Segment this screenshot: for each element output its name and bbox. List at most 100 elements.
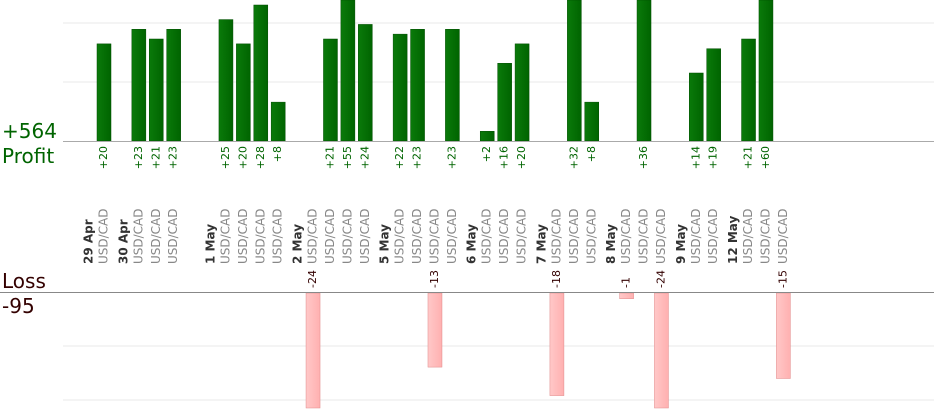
profit-value-label: +21 xyxy=(742,146,755,169)
profit-value-label: +2 xyxy=(480,146,493,162)
profit-bar xyxy=(410,29,425,142)
profit-bar xyxy=(445,29,460,142)
date-label: 12 May xyxy=(726,215,740,264)
profit-value-label: +24 xyxy=(358,146,371,169)
date-label: 29 Apr xyxy=(82,219,96,264)
profit-value-label: +20 xyxy=(97,146,110,169)
symbol-label: USD/CAD xyxy=(480,208,494,264)
profit-bar xyxy=(706,48,721,142)
profit-bar xyxy=(689,72,704,142)
profit-value-label: +8 xyxy=(271,146,284,162)
profit-value-label: +32 xyxy=(567,146,580,169)
symbol-label: USD/CAD xyxy=(427,208,441,264)
symbol-label: USD/CAD xyxy=(776,208,790,264)
symbol-label: USD/CAD xyxy=(758,208,772,264)
profit-value-label: +16 xyxy=(498,146,511,169)
profit-value-label: +23 xyxy=(445,146,458,169)
symbol-label: USD/CAD xyxy=(306,208,320,264)
symbol-label: USD/CAD xyxy=(497,208,511,264)
profit-value-label: +36 xyxy=(637,146,650,169)
date-label: 2 May xyxy=(291,224,305,264)
symbol-label: USD/CAD xyxy=(166,208,180,264)
profit-value-label: +20 xyxy=(236,146,249,169)
loss-bar xyxy=(549,292,565,396)
symbol-label: USD/CAD xyxy=(445,208,459,264)
profit-value-label: +22 xyxy=(393,146,406,169)
symbol-label: USD/CAD xyxy=(323,208,337,264)
profit-value-label: +23 xyxy=(167,146,180,169)
loss-value-label: -15 xyxy=(776,270,789,288)
profit-bar xyxy=(758,0,774,142)
profit-value-label: +23 xyxy=(411,146,424,169)
symbol-label: USD/CAD xyxy=(271,208,285,264)
profit-bar xyxy=(514,43,530,142)
profit-value-label: +60 xyxy=(759,146,772,169)
profit-value-label: +21 xyxy=(149,146,162,169)
symbol-label: USD/CAD xyxy=(393,208,407,264)
axis-lines xyxy=(0,141,934,293)
profit-value-label: +8 xyxy=(585,146,598,162)
symbol-label: USD/CAD xyxy=(567,208,581,264)
profit-bar xyxy=(236,43,251,142)
loss-label: Loss xyxy=(2,269,46,293)
profit-total: +564 xyxy=(2,119,57,143)
grid-layer xyxy=(63,22,934,401)
loss-bars xyxy=(305,292,791,409)
profit-bar xyxy=(584,101,600,142)
date-label: 6 May xyxy=(465,224,479,264)
date-label: 1 May xyxy=(203,224,217,264)
symbol-label: USD/CAD xyxy=(358,208,372,264)
date-label: 9 May xyxy=(674,224,688,264)
loss-value-label: -24 xyxy=(306,270,319,288)
profit-bar xyxy=(96,43,112,142)
profit-value-label: +19 xyxy=(707,146,720,169)
symbol-label: USD/CAD xyxy=(619,208,633,264)
loss-total: -95 xyxy=(2,294,35,318)
symbol-label: USD/CAD xyxy=(654,208,668,264)
profit-bar xyxy=(358,24,373,142)
profit-bar xyxy=(567,0,582,142)
profit-value-label: +55 xyxy=(341,146,354,169)
symbol-label: USD/CAD xyxy=(515,208,529,264)
loss-bar xyxy=(654,292,669,409)
symbol-label: USD/CAD xyxy=(340,208,354,264)
date-label: 30 Apr xyxy=(116,219,130,264)
profit-bar xyxy=(340,0,356,142)
profit-value-label: +21 xyxy=(323,146,336,169)
profit-bar xyxy=(218,19,234,142)
symbol-label: USD/CAD xyxy=(584,208,598,264)
loss-value-label: -13 xyxy=(428,270,441,288)
symbol-label: USD/CAD xyxy=(131,208,145,264)
profit-value-label: +14 xyxy=(689,146,702,169)
loss-value-label: -24 xyxy=(654,270,667,288)
date-label: 7 May xyxy=(534,224,548,264)
loss-value-label: -1 xyxy=(620,277,633,288)
loss-bar xyxy=(305,292,321,409)
date-label: 8 May xyxy=(604,224,618,264)
loss-value-label: -18 xyxy=(550,270,563,288)
symbol-label: USD/CAD xyxy=(236,208,250,264)
loss-bar xyxy=(619,292,634,299)
loss-bar xyxy=(427,292,443,368)
profit-bar xyxy=(479,131,495,142)
symbol-label: USD/CAD xyxy=(218,208,232,264)
profit-bar xyxy=(149,38,164,142)
profit-bars xyxy=(96,0,774,142)
profit-bar xyxy=(166,29,181,142)
profit-bar xyxy=(253,4,269,142)
profit-bar xyxy=(131,29,147,142)
symbol-label: USD/CAD xyxy=(637,208,651,264)
symbol-label: USD/CAD xyxy=(549,208,563,264)
profit-value-label: +28 xyxy=(254,146,267,169)
profit-label: Profit xyxy=(2,144,54,168)
profit-value-label: +20 xyxy=(515,146,528,169)
profit-bar xyxy=(392,33,408,142)
profit-bar xyxy=(497,63,512,142)
profit-value-label: +23 xyxy=(132,146,145,169)
symbol-label: USD/CAD xyxy=(410,208,424,264)
profit-bar xyxy=(270,101,286,142)
profit-bar xyxy=(323,38,338,142)
profit-bar xyxy=(636,0,652,142)
